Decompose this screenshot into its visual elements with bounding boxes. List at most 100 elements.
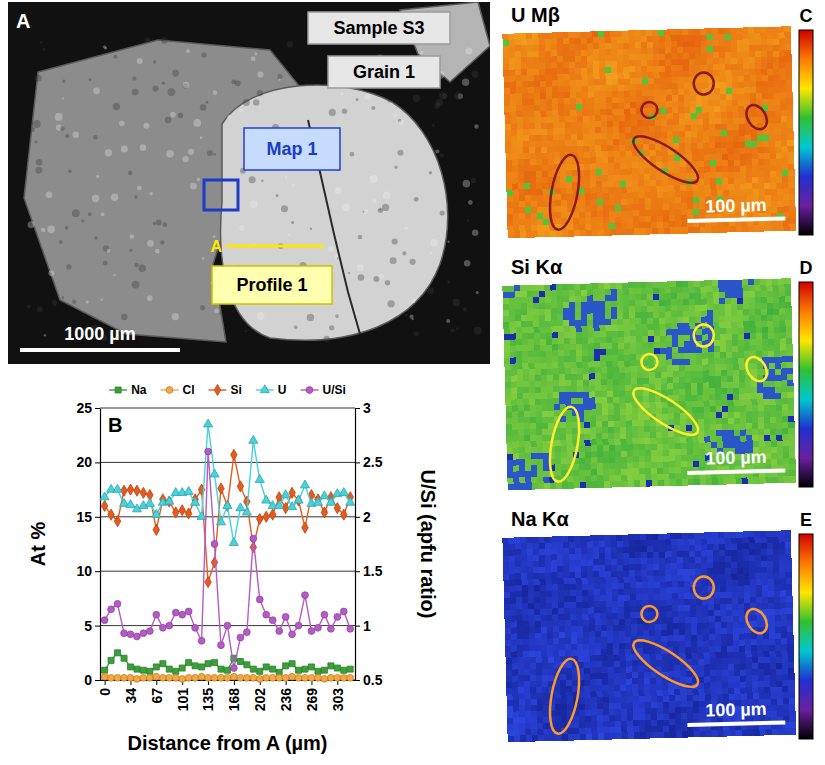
map-cell xyxy=(618,79,625,86)
sem-texture xyxy=(88,212,92,216)
map-cell xyxy=(751,129,758,136)
map-cell xyxy=(758,171,765,178)
map-cell xyxy=(698,185,705,192)
map-cell xyxy=(623,66,630,73)
map-cell xyxy=(788,152,795,159)
map-cell xyxy=(743,69,750,76)
map-panel-c: 100 µmU MβC xyxy=(502,4,813,238)
map-cell xyxy=(644,168,651,175)
map-cell xyxy=(521,75,528,82)
map-cell xyxy=(600,109,607,116)
map-cell xyxy=(603,193,610,200)
map-cell xyxy=(669,197,676,204)
map-cell xyxy=(632,180,639,187)
map-cell xyxy=(609,223,616,230)
map-cell xyxy=(584,188,591,195)
map-cell xyxy=(507,220,514,227)
map-cell xyxy=(657,198,664,205)
map-cell xyxy=(545,39,552,46)
map-cell xyxy=(632,168,639,175)
map-cell xyxy=(585,218,592,225)
map-cell xyxy=(622,36,629,43)
map-cell xyxy=(516,111,523,118)
map-cell xyxy=(721,136,728,143)
map-cell xyxy=(745,147,752,154)
map-cell xyxy=(592,283,599,290)
map-cell xyxy=(607,133,614,140)
map-cell xyxy=(640,228,647,235)
map-cell xyxy=(503,40,510,47)
map-cell xyxy=(552,104,559,111)
map-cell xyxy=(738,105,745,112)
map-cell xyxy=(737,52,744,59)
sem-texture xyxy=(243,99,250,106)
map-cell xyxy=(761,57,768,64)
sem-texture xyxy=(167,88,175,96)
map-cell xyxy=(583,152,590,159)
map-cell xyxy=(637,138,644,145)
map-cell xyxy=(602,163,609,170)
map-cell xyxy=(721,142,728,149)
map-cell xyxy=(570,98,577,105)
map-cell xyxy=(504,94,511,101)
map-cell xyxy=(579,218,586,225)
map-cell xyxy=(710,172,717,179)
map-cell xyxy=(681,203,688,210)
map-cell xyxy=(511,123,518,130)
map-cell xyxy=(639,210,646,217)
map-cell xyxy=(508,33,515,40)
sem-texture xyxy=(427,287,434,294)
map-cell xyxy=(722,184,729,191)
map-cell xyxy=(528,87,535,94)
sem-texture xyxy=(101,298,104,301)
map-cell xyxy=(717,226,724,233)
map-cell xyxy=(671,41,678,48)
map-cell xyxy=(620,169,627,176)
map-cell xyxy=(504,106,511,113)
map-cell xyxy=(693,227,700,234)
map-cell xyxy=(645,216,652,223)
map-cell xyxy=(615,223,622,230)
map-cell xyxy=(518,189,525,196)
map-cell xyxy=(520,33,527,40)
sem-texture xyxy=(277,74,282,79)
map-cell xyxy=(673,131,680,138)
map-cell xyxy=(558,86,565,93)
map-cell xyxy=(785,62,792,69)
map-cell xyxy=(600,79,607,86)
map-cell xyxy=(539,69,546,76)
map-cell xyxy=(553,146,560,153)
map-cell xyxy=(733,142,740,149)
sem-texture xyxy=(152,86,158,92)
map-cell xyxy=(647,60,654,67)
map-cell xyxy=(506,178,513,185)
map-cell xyxy=(558,110,565,117)
map-cell xyxy=(552,98,559,105)
map-cell xyxy=(751,147,758,154)
map-cell xyxy=(564,98,571,105)
map-cell xyxy=(569,62,576,69)
map-cell xyxy=(720,106,727,113)
map-cell xyxy=(702,82,709,89)
map-cell xyxy=(618,97,625,104)
map-cell xyxy=(512,183,519,190)
map-cell xyxy=(762,75,769,82)
sem-texture xyxy=(93,135,98,140)
map-cell xyxy=(714,88,721,95)
map-cell xyxy=(593,67,600,74)
map-cell xyxy=(585,212,592,219)
map-cell xyxy=(537,225,544,232)
map-cell xyxy=(745,129,752,136)
map-cell xyxy=(689,65,696,72)
map-cell xyxy=(653,60,660,67)
map-cell xyxy=(618,91,625,98)
sem-texture xyxy=(231,79,236,84)
map-cell xyxy=(715,142,722,149)
map-cell xyxy=(745,141,752,148)
map-cell xyxy=(786,86,793,93)
map-cell xyxy=(510,81,517,88)
sem-texture xyxy=(435,149,439,153)
map-cell xyxy=(710,166,717,173)
element-map: 100 µm xyxy=(502,278,796,490)
map-cell xyxy=(627,216,634,223)
